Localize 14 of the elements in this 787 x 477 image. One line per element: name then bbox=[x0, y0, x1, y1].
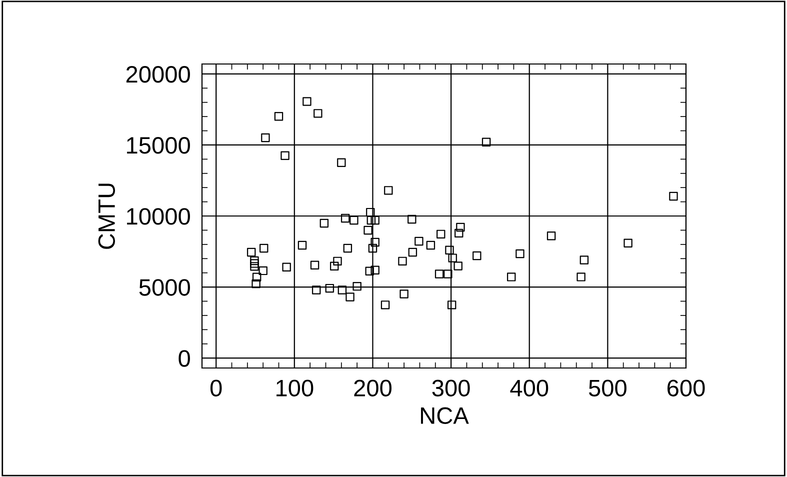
x-tick-label: 500 bbox=[588, 380, 626, 396]
x-tick-label: 100 bbox=[276, 380, 314, 396]
x-tick-label: 200 bbox=[354, 380, 392, 396]
x-tick-label: 400 bbox=[510, 380, 548, 396]
y-tick-label: 15000 bbox=[127, 137, 190, 154]
x-tick-label: 0 bbox=[210, 380, 222, 396]
y-axis-title: CMTU bbox=[98, 184, 116, 249]
x-tick-label: 300 bbox=[432, 380, 470, 396]
y-tick-label: 10000 bbox=[127, 208, 190, 225]
x-axis-title: NCA bbox=[421, 407, 469, 424]
x-tick-label: 600 bbox=[668, 380, 705, 396]
y-tick-label: 0 bbox=[178, 350, 190, 367]
y-tick-label: 20000 bbox=[126, 66, 190, 83]
y-tick-label: 5000 bbox=[139, 279, 190, 296]
